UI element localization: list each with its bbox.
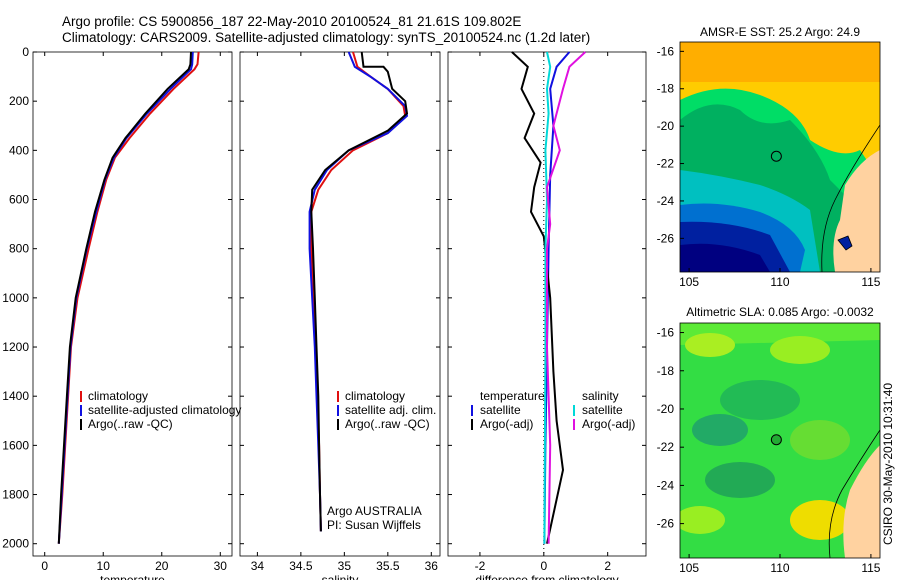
legend-entry: temperature: [480, 389, 545, 403]
y-tick-label: 0: [22, 45, 29, 59]
x-tick-label: 35.5: [376, 559, 400, 573]
map-y-tick-label: -16: [657, 44, 675, 58]
x-tick-label: 10: [97, 559, 111, 573]
x-tick-label: 34.5: [289, 559, 313, 573]
legend-entry: climatology: [88, 389, 148, 403]
sst-map-title: AMSR-E SST: 25.2 Argo: 24.9: [700, 25, 860, 39]
series-line: [308, 51, 409, 532]
float-position-marker: [770, 150, 782, 162]
map-x-tick-label: 115: [861, 561, 880, 575]
map-x-tick-label: 110: [770, 561, 789, 575]
map-y-tick-label: -26: [657, 231, 675, 245]
x-axis-label: temperature: [100, 573, 165, 580]
argo-annotation: Argo AUSTRALIA: [327, 504, 422, 518]
profile-panel-1: 0 10 20 30 0 200 400 600 800 1000 1200 1400 1600 1800…: [2, 45, 241, 580]
x-tick-label: 34: [251, 559, 265, 573]
x-axis-label: difference from climatology: [475, 573, 618, 580]
panel-frame: [239, 51, 441, 557]
y-tick-label: 1600: [2, 438, 29, 452]
map-y-tick-label: -26: [657, 517, 675, 531]
x-tick-label: 2: [604, 559, 611, 573]
map-y-tick-label: -20: [657, 119, 675, 133]
map-x-tick-label: 105: [679, 275, 699, 289]
series-line: [57, 51, 192, 544]
legend-entry: satellite: [582, 403, 623, 417]
legend-entry: satellite-adjusted climatology: [88, 403, 241, 417]
y-tick-label: 800: [9, 242, 29, 256]
float-position-marker: [770, 434, 782, 446]
legend-entry: Argo(-adj): [582, 417, 635, 431]
sst-map: [680, 42, 880, 272]
legend-entry: Argo(-adj): [480, 417, 533, 431]
map-axes-2: 105 110 115 -16 -18 -20 -22 -24 -26: [657, 326, 881, 575]
series-line: [57, 51, 194, 544]
x-tick-label: 0: [540, 559, 547, 573]
legend-entry: Argo(..raw -QC): [88, 417, 173, 431]
figure-title-line2: Climatology: CARS2009. Satellite-adjuste…: [62, 30, 590, 45]
series-line: [57, 51, 200, 544]
y-tick-label: 1800: [2, 488, 29, 502]
series-line: [511, 51, 565, 544]
profile-panel-2: 34 34.5 35 35.5 36 salinity climatologysatelli…: [239, 51, 441, 580]
legend-entry: satellite adj. clim.: [345, 403, 436, 417]
x-tick-label: 30: [214, 559, 228, 573]
x-axis-label: salinity: [322, 573, 359, 580]
sla-map-title: Altimetric SLA: 0.085 Argo: -0.0032: [686, 305, 874, 319]
x-tick-label: 20: [155, 559, 169, 573]
x-tick-label: 0: [41, 559, 48, 573]
argo-annotation: PI: Susan Wijffels: [327, 518, 421, 532]
series-line: [310, 51, 407, 532]
y-tick-label: 600: [9, 193, 29, 207]
map-y-tick-label: -22: [657, 440, 675, 454]
series-line: [543, 51, 552, 544]
side-timestamp: CSIRO 30-May-2010 10:31:40: [881, 383, 895, 545]
panel-frame: [32, 51, 233, 557]
map-y-tick-label: -18: [657, 82, 675, 96]
map-y-tick-label: -24: [657, 478, 675, 492]
legend-entry: Argo(..raw -QC): [345, 417, 430, 431]
legend-entry: climatology: [345, 389, 405, 403]
map-x-tick-label: 110: [770, 275, 789, 289]
y-tick-label: 400: [9, 143, 29, 157]
y-tick-label: 200: [9, 94, 29, 108]
y-tick-label: 1000: [2, 291, 29, 305]
map-y-tick-label: -22: [657, 157, 675, 171]
legend-entry: salinity: [582, 389, 619, 403]
map-y-tick-label: -20: [657, 402, 675, 416]
map-x-tick-label: 115: [861, 275, 880, 289]
map-x-tick-label: 105: [679, 561, 699, 575]
x-tick-label: 36: [425, 559, 439, 573]
series-line: [310, 51, 409, 532]
y-tick-label: 1200: [2, 340, 29, 354]
map-axes-1: 105 110 115 -16 -18 -20 -22 -24 -26: [657, 44, 881, 289]
y-tick-label: 1400: [2, 389, 29, 403]
map-y-tick-label: -18: [657, 364, 675, 378]
figure-title-line1: Argo profile: CS 5900856_187 22-May-2010…: [62, 14, 521, 29]
series-line: [545, 51, 586, 544]
sla-map: [680, 323, 880, 558]
x-tick-label: 35: [338, 559, 352, 573]
x-tick-label: -2: [475, 559, 486, 573]
y-tick-label: 2000: [2, 537, 29, 551]
legend-entry: satellite: [480, 403, 521, 417]
map-y-tick-label: -24: [657, 194, 675, 208]
map-y-tick-label: -16: [657, 326, 675, 340]
